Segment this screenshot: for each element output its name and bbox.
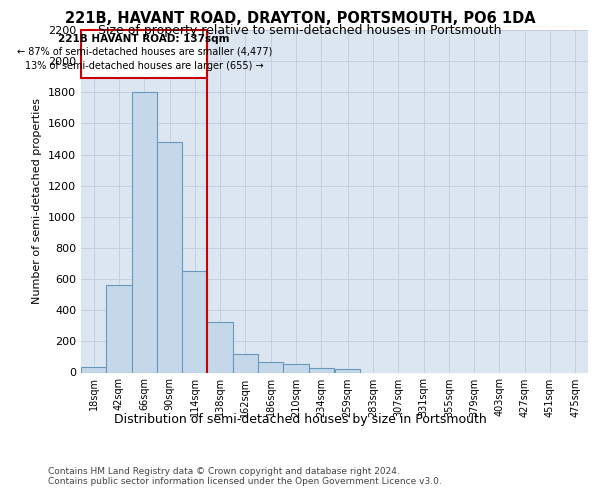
Text: Contains HM Land Registry data © Crown copyright and database right 2024.: Contains HM Land Registry data © Crown c… [48, 468, 400, 476]
Bar [106, 284, 131, 372]
Text: Distribution of semi-detached houses by size in Portsmouth: Distribution of semi-detached houses by … [113, 412, 487, 426]
Bar [233, 354, 258, 372]
Text: Size of property relative to semi-detached houses in Portsmouth: Size of property relative to semi-detach… [98, 24, 502, 37]
Bar [335, 368, 361, 372]
Text: 221B HAVANT ROAD: 137sqm: 221B HAVANT ROAD: 137sqm [58, 34, 230, 43]
Y-axis label: Number of semi-detached properties: Number of semi-detached properties [32, 98, 43, 304]
Text: Contains public sector information licensed under the Open Government Licence v3: Contains public sector information licen… [48, 478, 442, 486]
Bar [208, 322, 233, 372]
Bar [283, 364, 308, 372]
Text: 221B, HAVANT ROAD, DRAYTON, PORTSMOUTH, PO6 1DA: 221B, HAVANT ROAD, DRAYTON, PORTSMOUTH, … [65, 11, 535, 26]
Bar [81, 30, 208, 78]
Bar [258, 362, 283, 372]
Text: 13% of semi-detached houses are larger (655) →: 13% of semi-detached houses are larger (… [25, 61, 263, 71]
Bar [81, 367, 106, 372]
Bar [157, 142, 182, 372]
Text: ← 87% of semi-detached houses are smaller (4,477): ← 87% of semi-detached houses are smalle… [17, 47, 272, 57]
Bar [182, 270, 208, 372]
Bar [308, 368, 334, 372]
Bar [131, 92, 157, 372]
